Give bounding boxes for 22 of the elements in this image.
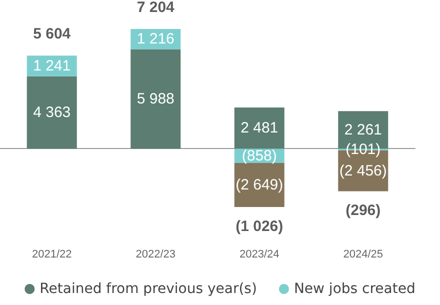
legend-label: New jobs created: [294, 281, 416, 297]
data-label: 2 261: [344, 121, 382, 138]
total-label: 7 204: [136, 0, 176, 16]
total-label: (1 026): [236, 218, 284, 235]
x-tick-label: 2021/22: [32, 248, 72, 260]
bar: [26, 76, 77, 149]
data-label: 5 988: [136, 90, 174, 108]
data-label: 1 216: [136, 30, 174, 48]
total-label: (296): [346, 202, 381, 220]
data-label: (2 456): [339, 162, 387, 180]
bar: [130, 49, 181, 149]
data-label: 1 241: [33, 57, 71, 74]
data-label: 2 481: [240, 120, 278, 137]
total-label: 5 604: [33, 26, 72, 43]
x-tick-label: 2024/25: [343, 248, 384, 260]
data-label: 4 363: [33, 104, 71, 121]
data-label: (2 649): [236, 176, 284, 194]
data-label: (858): [242, 147, 277, 164]
bar: [234, 107, 284, 149]
x-tick-label: 2023/24: [239, 248, 280, 260]
legend-label: Retained from previous year(s): [40, 281, 257, 297]
x-tick-label: 2022/23: [136, 248, 176, 260]
